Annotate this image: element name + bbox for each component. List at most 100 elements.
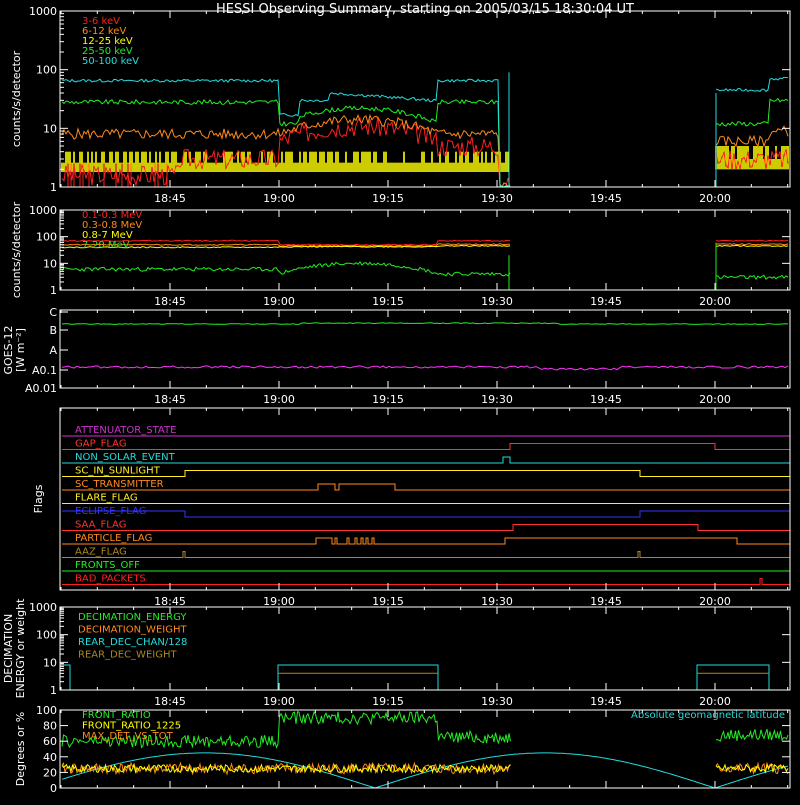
flag-label: FRONTS_OFF — [75, 560, 140, 571]
goes-ylabel-line2: [W m⁻²] — [14, 328, 27, 372]
hxr-legend-entry: 12-25 keV — [82, 36, 133, 47]
ratio-series-line — [61, 761, 511, 776]
gamma-series-line — [715, 243, 789, 246]
hxr-time-tick-label: 19:15 — [372, 192, 404, 205]
flag-trace-line — [62, 524, 790, 531]
flag-trace-line — [62, 578, 790, 585]
goes-ylabel-line1: GOES-12 — [2, 325, 15, 374]
gamma-time-tick-label: 20:00 — [699, 295, 731, 308]
dec-time-tick-label: 19:30 — [481, 695, 513, 708]
gamma-series-line — [715, 244, 789, 247]
dec-legend-entry: REAR_DEC_CHAN/128 — [78, 637, 187, 648]
goes-time-tick-label: 19:45 — [590, 393, 622, 406]
flags-frame — [59, 407, 791, 591]
gamma-time-tick-label: 19:00 — [263, 295, 295, 308]
flag-trace-line — [62, 483, 790, 491]
gamma-y-tick-label: 10 — [43, 257, 57, 270]
hxr-y-tick-label: 1000 — [29, 5, 57, 18]
gamma-series-line — [715, 239, 789, 242]
hxr-series-50-100-line — [61, 78, 511, 188]
hxr-legend-entry: 3-6 keV — [82, 16, 120, 27]
gamma-y-tick-label: 1 — [50, 284, 57, 297]
hxr-series-25-50-line — [61, 98, 511, 188]
ratio-series-line — [61, 763, 511, 774]
hxr-series-50-100-line — [715, 76, 788, 93]
dec-y-tick-label: 1000 — [29, 601, 57, 614]
flag-trace-line — [62, 470, 790, 477]
axes-layer — [59, 10, 791, 789]
hxr-time-tick-label: 19:45 — [590, 192, 622, 205]
gamma-legend-entry: 0.3-0.8 MeV — [82, 220, 142, 231]
hxr-series-50-100-gap — [508, 72, 717, 188]
flags-time-tick-label: 19:15 — [372, 595, 404, 608]
flag-label: PARTICLE_FLAG — [75, 533, 152, 544]
gamma-time-tick-label: 19:45 — [590, 295, 622, 308]
goes-time-tick-label: 18:45 — [154, 393, 186, 406]
goes-y-tick-label: B — [49, 324, 57, 337]
ratio-series-line — [715, 762, 789, 774]
goes-y-tick-label: A0.1 — [32, 364, 57, 377]
hxr-y-tick-label: 100 — [36, 64, 57, 77]
ratio-legend-entry: MAX_DET_VS_TOT — [82, 731, 174, 742]
hxr-frame — [59, 10, 791, 188]
goes-y-tick-label: C — [49, 306, 57, 319]
dec-ylabel-line2: ENERGY or weight — [14, 598, 27, 698]
flags-time-tick-label: 18:45 — [154, 595, 186, 608]
dec-time-tick-label: 19:15 — [372, 695, 404, 708]
ratio-legend-entry: FRONT_RATIO_1225 — [82, 721, 181, 732]
goes-short-channel-line — [61, 365, 789, 371]
ratio-geomagnetic-latitude-line — [61, 752, 789, 789]
hxr-time-tick-label: 19:30 — [481, 192, 513, 205]
dec-y-tick-label: 100 — [36, 629, 57, 642]
flag-label: NON_SOLAR_EVENT — [75, 452, 176, 463]
flags-time-tick-label: 19:45 — [590, 595, 622, 608]
flag-label: GAP_FLAG — [75, 439, 127, 450]
hxr-series-3-6-line — [61, 116, 511, 188]
hxr-time-tick-label: 20:00 — [699, 192, 731, 205]
goes-time-tick-label: 19:30 — [481, 393, 513, 406]
gamma-series-line — [715, 274, 789, 281]
gamma-series-gap — [508, 242, 717, 291]
flag-label: AAZ_FLAG — [75, 547, 127, 558]
flag-trace-line — [62, 443, 790, 450]
goes-time-tick-label: 19:15 — [372, 393, 404, 406]
goes-y-tick-label: A — [49, 344, 57, 357]
figure-title: HESSI Observing Summary, starting on 200… — [216, 2, 634, 17]
data-layer — [61, 72, 790, 789]
ratio-frame — [59, 709, 791, 789]
gamma-series-line — [62, 244, 511, 249]
flag-label: SC_IN_SUNLIGHT — [75, 466, 161, 477]
dec-time-tick-label: 19:45 — [590, 695, 622, 708]
flags-time-tick-label: 20:00 — [699, 595, 731, 608]
flags-ylabel: Flags — [32, 484, 45, 513]
flag-trace-line — [62, 537, 790, 545]
flag-trace-line — [62, 456, 790, 464]
dec-legend-entry: REAR_DEC_WEIGHT — [78, 650, 177, 661]
gamma-time-tick-label: 18:45 — [154, 295, 186, 308]
dec-legend-entry: DECIMATION_ENERGY — [78, 612, 187, 623]
goes-time-tick-label: 20:00 — [699, 393, 731, 406]
ratio-y-tick-label: 60 — [43, 735, 57, 748]
hxr-time-tick-label: 18:45 — [154, 192, 186, 205]
flag-label: ECLIPSE_FLAG — [75, 506, 146, 517]
flag-label: ATTENUATOR_STATE — [75, 425, 176, 436]
hxr-y-tick-label: 10 — [43, 122, 57, 135]
ratio-series-line — [61, 710, 511, 749]
goes-time-tick-label: 19:00 — [263, 393, 295, 406]
hxr-y-tick-label: 1 — [50, 181, 57, 194]
ratio-legend-entry: FRONT_RATIO — [82, 710, 151, 721]
ratio-y-tick-label: 40 — [43, 751, 57, 764]
ratio-annotation: Absolute geomagnetic latitude — [631, 710, 785, 721]
gamma-legend-entry: 0.1-0.3 MeV — [82, 210, 142, 221]
ratio-series-line — [715, 728, 789, 742]
hxr-ylabel: counts/s/detector — [10, 50, 23, 147]
gamma-ylabel: counts/s/detector — [10, 201, 23, 298]
hxr-series-6-12-line — [715, 125, 789, 148]
ratio-ylabel: Degrees or % — [14, 712, 27, 786]
gamma-series-line — [61, 261, 511, 277]
flag-label: SC_TRANSMITTER — [75, 479, 164, 490]
flag-label: SAA_FLAG — [75, 520, 126, 531]
flag-label: BAD_PACKETS — [75, 574, 146, 585]
